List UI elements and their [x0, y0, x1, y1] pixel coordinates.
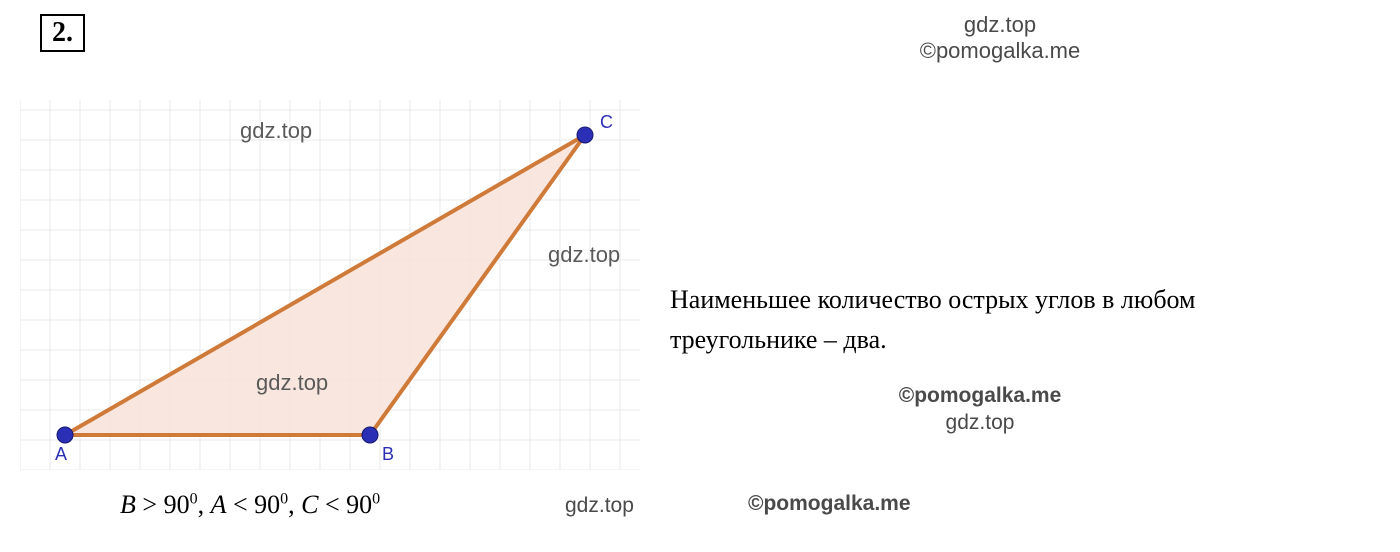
watermark-top: gdz.top ©pomogalka.me [870, 12, 1130, 64]
watermark-figure-2: gdz.top [548, 242, 620, 268]
formula-90-1: 90 [164, 490, 190, 519]
watermark-mid-2: gdz.top [880, 411, 1080, 435]
formula-90-2: 90 [254, 490, 280, 519]
watermark-top-line2: ©pomogalka.me [870, 38, 1130, 64]
formula-B: B [120, 490, 136, 519]
problem-number-text: 2. [52, 17, 73, 48]
formula-sup-3: 0 [372, 490, 380, 507]
watermark-top-line1: gdz.top [870, 12, 1130, 38]
label-c: C [600, 112, 613, 132]
label-b: B [382, 444, 394, 464]
watermark-bottom: ©pomogalka.me [748, 492, 911, 516]
formula-comma-2: , [288, 490, 301, 519]
triangle-figure: A B C [20, 100, 640, 470]
triangle-svg: A B C [20, 100, 640, 470]
watermark-figure-1: gdz.top [240, 118, 312, 144]
formula-A: A [211, 490, 227, 519]
watermark-figure-3: gdz.top [256, 370, 328, 396]
watermark-mid-1: ©pomogalka.me [840, 384, 1120, 408]
formula-lt-1: < [226, 490, 254, 519]
formula-C: C [301, 490, 318, 519]
label-a: A [55, 444, 67, 464]
answer-text: Наименьшее количество острых углов в люб… [670, 280, 1310, 361]
angle-formula: B > 900, A < 900, C < 900 [120, 490, 380, 520]
formula-lt-2: < [318, 490, 346, 519]
watermark-left-bottom: gdz.top [565, 494, 634, 518]
formula-gt: > [136, 490, 164, 519]
vertex-b [362, 427, 378, 443]
formula-comma-1: , [198, 490, 211, 519]
page-root: 2. gdz.top ©pomogalka.me [0, 0, 1400, 552]
formula-sup-1: 0 [190, 490, 198, 507]
formula-sup-2: 0 [280, 490, 288, 507]
vertex-c [577, 127, 593, 143]
vertex-a [57, 427, 73, 443]
problem-number: 2. [40, 14, 85, 52]
formula-90-3: 90 [346, 490, 372, 519]
